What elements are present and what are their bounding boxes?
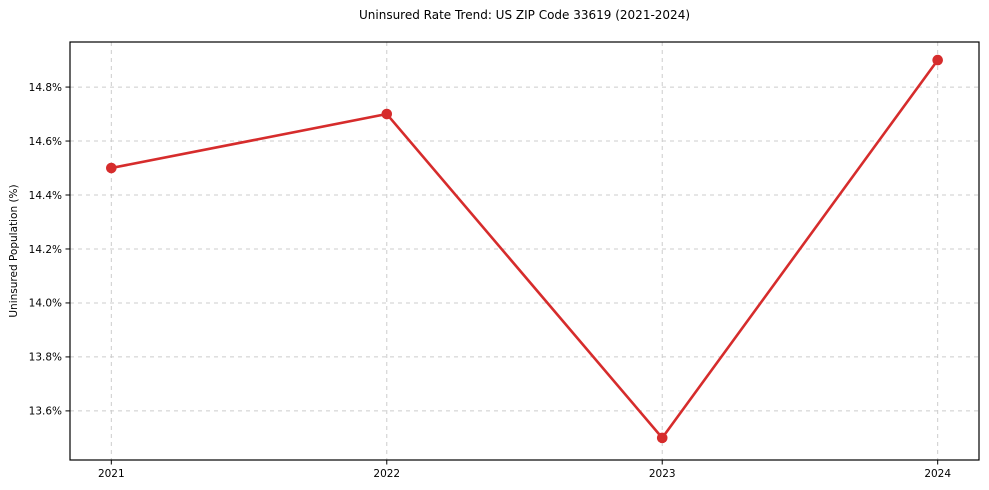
- x-tick-label: 2023: [649, 468, 676, 480]
- y-tick-label: 14.0%: [29, 298, 62, 310]
- x-tick-label: 2021: [98, 468, 125, 480]
- x-tick-label: 2022: [373, 468, 400, 480]
- y-tick-label: 13.6%: [29, 406, 62, 418]
- x-tick-label: 2024: [924, 468, 951, 480]
- plot-frame: [69, 41, 980, 461]
- y-axis-label: Uninsured Population (%): [8, 184, 20, 318]
- y-tick-label: 14.8%: [29, 82, 62, 94]
- trend-line: [110, 58, 939, 440]
- data-point: [381, 108, 393, 120]
- y-tick-label: 14.4%: [29, 190, 62, 202]
- y-tick-label: 14.2%: [29, 244, 62, 256]
- data-point: [932, 54, 943, 66]
- y-tick-label: 13.8%: [29, 352, 62, 364]
- data-point: [656, 432, 668, 444]
- data-point: [106, 162, 117, 174]
- y-tick-label: 14.6%: [29, 136, 62, 148]
- chart-title: Uninsured Rate Trend: US ZIP Code 33619 …: [358, 8, 691, 22]
